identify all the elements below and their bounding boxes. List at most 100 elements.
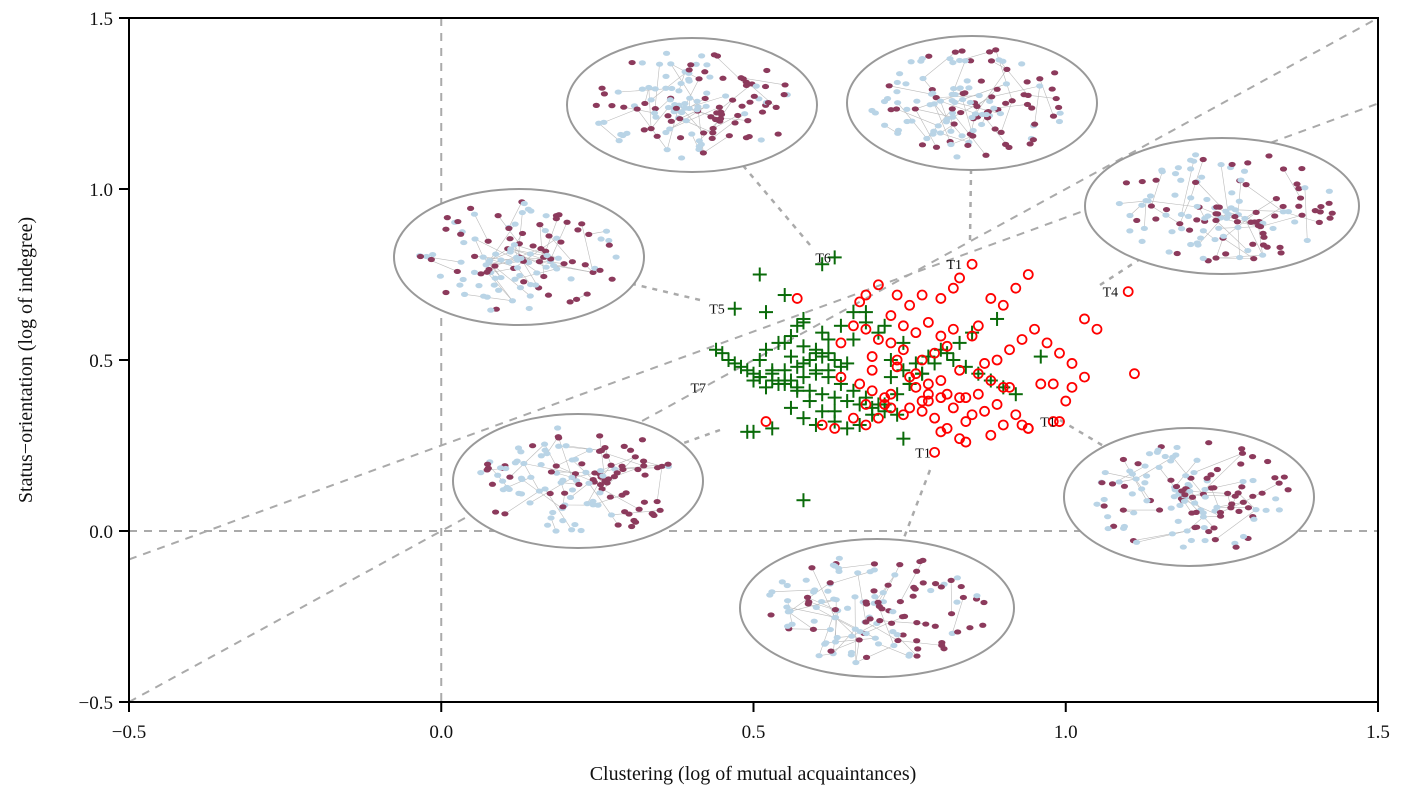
- plus-point: [896, 432, 910, 446]
- network-node: [848, 634, 855, 639]
- network-node: [623, 490, 630, 495]
- network-node: [555, 435, 562, 440]
- network-node: [979, 112, 986, 117]
- network-node: [872, 636, 879, 641]
- network-node: [652, 86, 659, 91]
- circle-point: [1036, 379, 1045, 388]
- plus-point: [753, 370, 767, 384]
- network-node: [804, 595, 811, 600]
- plus-point: [765, 421, 779, 435]
- network-node: [948, 611, 955, 616]
- network-node: [1212, 537, 1219, 542]
- network-node: [779, 579, 786, 584]
- x-axis-title: Clustering (log of mutual acquaintances): [590, 763, 917, 785]
- network-node: [868, 108, 875, 113]
- network-node: [1190, 470, 1197, 475]
- network-node: [1237, 178, 1244, 183]
- network-node: [605, 238, 612, 243]
- network-node: [1329, 211, 1336, 216]
- plus-point: [828, 391, 842, 405]
- network-node: [852, 660, 859, 665]
- x-tick-label: 0.0: [429, 722, 453, 743]
- network-node: [460, 277, 467, 282]
- network-node: [619, 133, 626, 138]
- network-node: [527, 208, 534, 213]
- network-node: [641, 127, 648, 132]
- plus-point: [815, 387, 829, 401]
- network-node: [586, 448, 593, 453]
- network-node: [744, 118, 751, 123]
- plus-point: [753, 353, 767, 367]
- network-node: [499, 479, 506, 484]
- plus-point: [747, 425, 761, 439]
- network-node: [783, 604, 790, 609]
- network-node: [910, 594, 917, 599]
- network-node: [1276, 481, 1283, 486]
- network-node: [1134, 461, 1141, 466]
- circle-point: [1067, 383, 1076, 392]
- network-node: [920, 580, 927, 585]
- network-node: [1205, 440, 1212, 445]
- network-node: [830, 596, 837, 601]
- network-node: [959, 97, 966, 102]
- network-node: [1154, 450, 1161, 455]
- circle-point: [911, 328, 920, 337]
- network-node: [599, 473, 606, 478]
- network-node: [1202, 494, 1209, 499]
- network-node: [608, 463, 615, 468]
- network-node: [953, 600, 960, 605]
- plus-point: [828, 353, 842, 367]
- network-node: [497, 257, 504, 262]
- network-node: [927, 588, 934, 593]
- circle-point: [955, 393, 964, 402]
- network-node: [914, 646, 921, 651]
- point-label: T1: [915, 446, 931, 461]
- network-node: [666, 126, 673, 131]
- network-node: [815, 653, 822, 658]
- network-node: [1143, 498, 1150, 503]
- network-node: [729, 97, 736, 102]
- network-node: [1257, 224, 1264, 229]
- network-node: [870, 588, 877, 593]
- network-node: [582, 470, 589, 475]
- network-node: [584, 291, 591, 296]
- network-node: [986, 49, 993, 54]
- network-node: [1176, 221, 1183, 226]
- circle-point: [936, 332, 945, 341]
- network-node: [1231, 214, 1238, 219]
- network-node: [700, 150, 707, 155]
- network-node: [758, 137, 765, 142]
- network-node: [514, 258, 521, 263]
- network-node: [831, 615, 838, 620]
- network-node: [863, 655, 870, 660]
- network-node: [1244, 248, 1251, 253]
- network-node: [1301, 185, 1308, 190]
- network-node: [1244, 160, 1251, 165]
- network-node: [1211, 237, 1218, 242]
- circle-point: [868, 352, 877, 361]
- network-node: [1317, 209, 1324, 214]
- network-node: [527, 475, 534, 480]
- network-node: [491, 263, 498, 268]
- network-node: [553, 463, 560, 468]
- network-node: [949, 98, 956, 103]
- network-node: [686, 96, 693, 101]
- network-node: [875, 641, 882, 646]
- network-node: [854, 570, 861, 575]
- network-node: [567, 299, 574, 304]
- network-node: [628, 524, 635, 529]
- network-node: [676, 116, 683, 121]
- network-node: [762, 84, 769, 89]
- network-node: [929, 91, 936, 96]
- network-node: [518, 477, 525, 482]
- network-node: [639, 437, 646, 442]
- network-node: [1295, 204, 1302, 209]
- network-node: [543, 451, 550, 456]
- network-node: [973, 104, 980, 109]
- network-node: [940, 646, 947, 651]
- network-node: [665, 462, 672, 467]
- circle-point: [1049, 379, 1058, 388]
- network-node: [1234, 219, 1241, 224]
- network-node: [639, 60, 646, 65]
- network-node: [903, 107, 910, 112]
